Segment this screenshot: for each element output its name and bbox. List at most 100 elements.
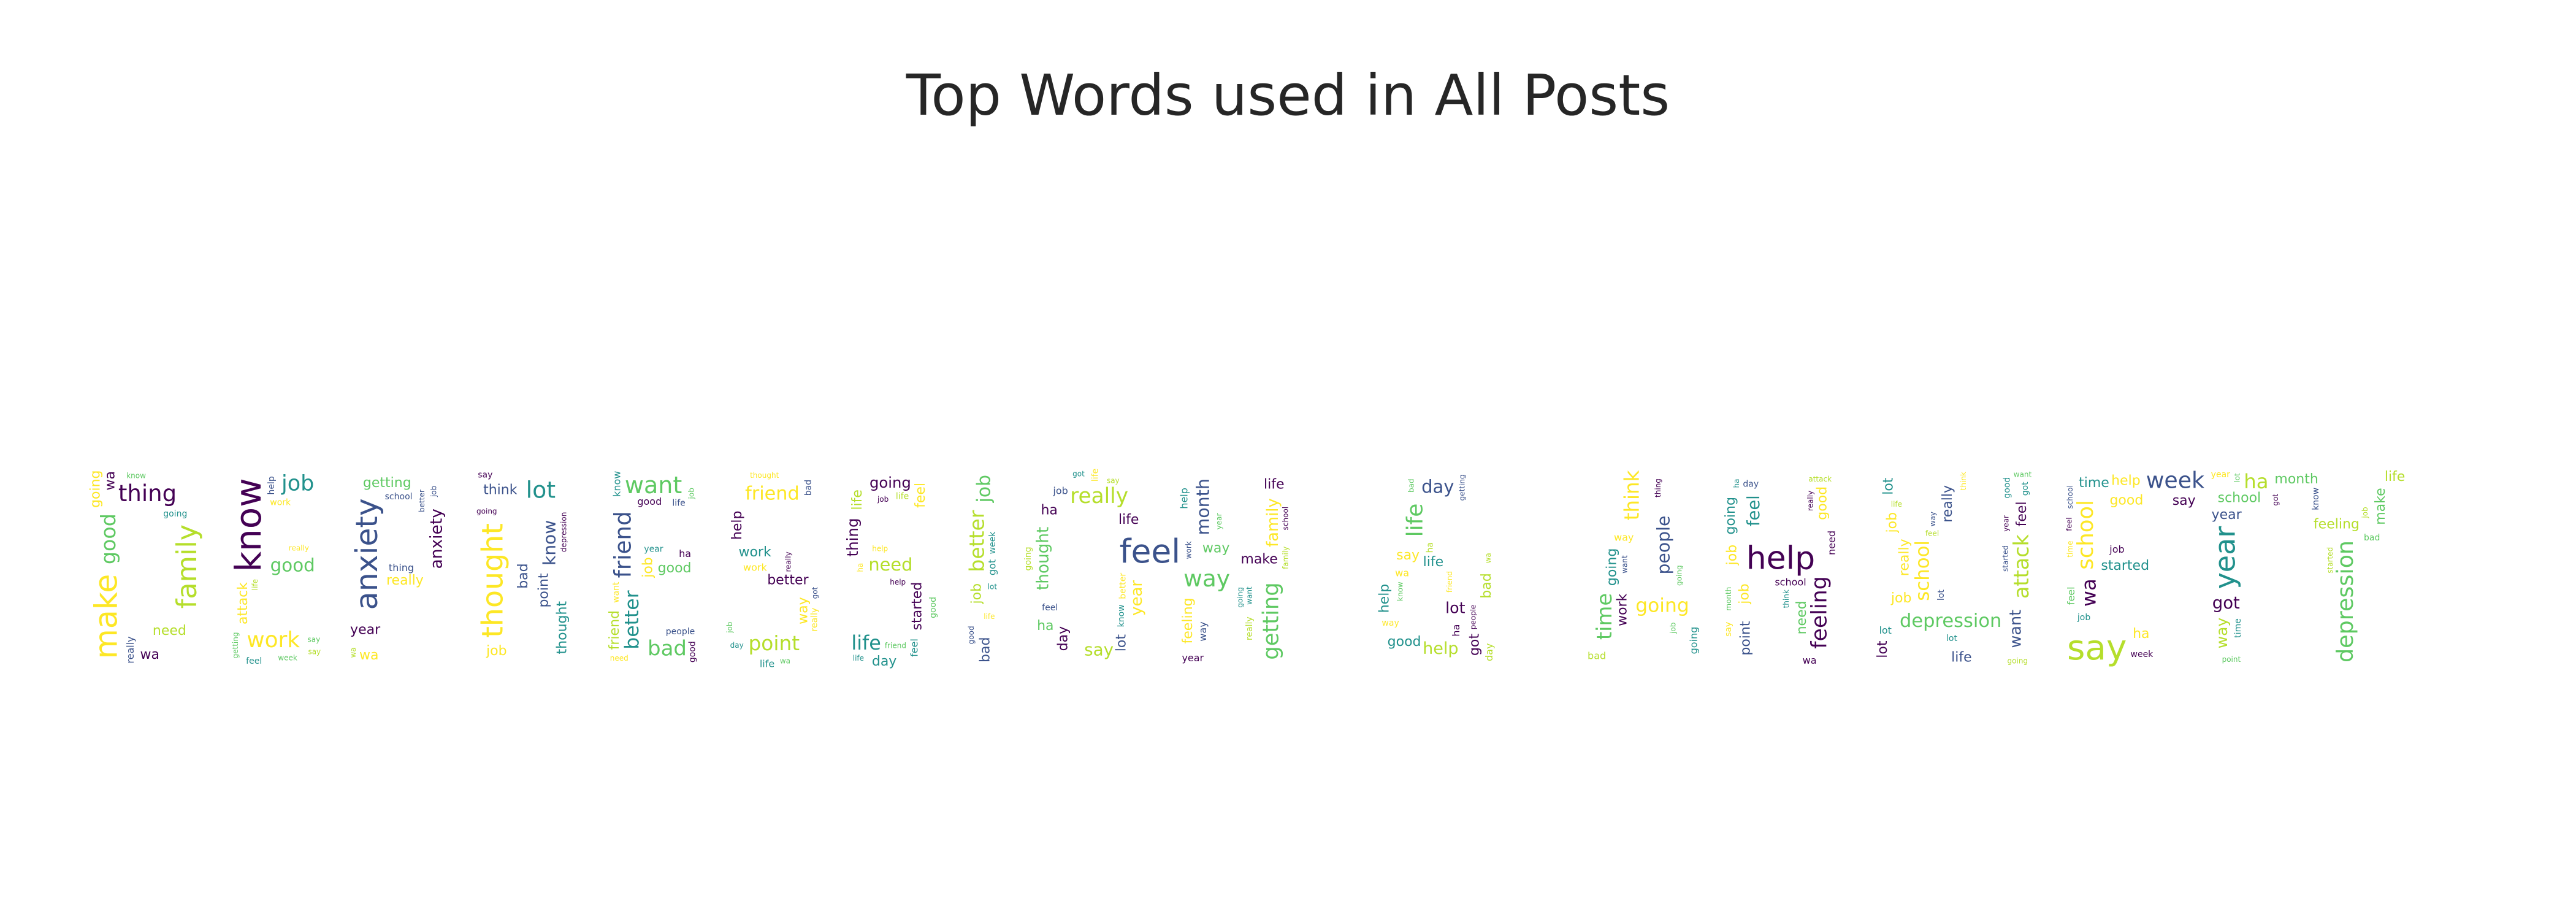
cloud-word: ha bbox=[2133, 626, 2149, 642]
cloud-word: life bbox=[896, 492, 909, 502]
cloud-word: ha bbox=[679, 548, 691, 559]
cloud-word: going bbox=[1604, 548, 1619, 586]
cloud-word: going bbox=[1023, 547, 1033, 570]
cloud-word: help bbox=[1423, 639, 1458, 658]
cloud-word: work bbox=[1185, 541, 1193, 559]
cloud-word: life bbox=[1951, 650, 1972, 666]
cloud-word: feeling bbox=[2314, 517, 2360, 532]
cloud-word: started bbox=[2326, 547, 2334, 574]
cloud-word: need bbox=[610, 654, 629, 662]
cloud-word: want bbox=[1245, 586, 1254, 605]
cloud-word: say bbox=[1396, 548, 1420, 563]
cloud-word: lot bbox=[1114, 634, 1129, 652]
cloud-word: help bbox=[872, 545, 888, 553]
cloud-word: ha bbox=[1425, 542, 1435, 553]
cloud-word: wa bbox=[780, 656, 790, 665]
cloud-word: wa bbox=[359, 648, 378, 663]
cloud-word: make bbox=[2373, 488, 2388, 524]
cloud-word: school bbox=[2073, 500, 2098, 570]
cloud-word: got bbox=[2212, 593, 2240, 613]
cloud-word: good bbox=[270, 555, 315, 575]
cloud-word: going bbox=[88, 470, 103, 507]
cloud-word: getting bbox=[1458, 474, 1466, 501]
cloud-word: really bbox=[784, 551, 792, 572]
cloud-word: attack bbox=[235, 582, 251, 624]
cloud-word: life bbox=[1091, 469, 1101, 482]
cloud-word: good bbox=[637, 496, 662, 507]
cloud-word: know bbox=[227, 478, 269, 572]
cloud-word: way bbox=[796, 597, 811, 624]
cloud-word: life bbox=[2385, 469, 2406, 485]
cloud-word: getting bbox=[1258, 582, 1283, 659]
cloud-word: know bbox=[126, 472, 146, 480]
cloud-word: thought bbox=[476, 523, 510, 638]
cloud-word: wa bbox=[1803, 655, 1817, 666]
cloud-word: need bbox=[868, 554, 912, 575]
cloud-word: week bbox=[2146, 467, 2204, 494]
cloud-word: lot bbox=[526, 476, 556, 503]
cloud-word: bad bbox=[1479, 573, 1494, 598]
cloud-word: job bbox=[1885, 512, 1900, 534]
cloud-word: job bbox=[486, 643, 507, 659]
cloud-word: work bbox=[270, 498, 291, 508]
cloud-word: say bbox=[1724, 622, 1733, 637]
cloud-word: help bbox=[1377, 584, 1393, 613]
cloud-word: school bbox=[1775, 577, 1806, 588]
cloud-word: lot bbox=[1879, 624, 1892, 636]
cloud-word: life bbox=[1264, 477, 1285, 493]
cloud-word: point bbox=[2222, 655, 2241, 664]
cloud-word: make bbox=[88, 574, 124, 659]
cloud-word: wa bbox=[140, 647, 159, 662]
cloud-word: feel bbox=[2065, 586, 2077, 605]
cloud-word: good bbox=[687, 641, 697, 662]
cloud-word: bad bbox=[1588, 650, 1606, 662]
cloud-word: day bbox=[872, 654, 896, 669]
cloud-word: week bbox=[2131, 650, 2154, 659]
cloud-word: way bbox=[1183, 565, 1230, 592]
cloud-word: work bbox=[738, 545, 771, 560]
cloud-word: job bbox=[281, 472, 314, 496]
cloud-word: friend bbox=[607, 610, 622, 650]
cloud-word: want bbox=[611, 582, 621, 603]
cloud-word: bad bbox=[804, 480, 814, 496]
cloud-word: point bbox=[748, 632, 800, 655]
cloud-word: started bbox=[2001, 545, 2010, 572]
cloud-word: got bbox=[2271, 494, 2280, 506]
cloud-word: bad bbox=[648, 637, 687, 661]
cloud-word: week bbox=[278, 654, 297, 662]
cloud-word: thing bbox=[844, 518, 862, 556]
cloud-word: people bbox=[1654, 516, 1674, 575]
cloud-word: wa bbox=[1395, 567, 1409, 579]
cloud-word: year bbox=[2211, 470, 2230, 480]
cloud-word: thing bbox=[118, 480, 177, 507]
cloud-word: going bbox=[1236, 587, 1245, 608]
cloud-word: think bbox=[1959, 472, 1968, 490]
cloud-word: feel bbox=[1925, 529, 1939, 537]
cloud-word: feeling bbox=[1180, 598, 1196, 644]
cloud-word: bad bbox=[978, 637, 993, 662]
cloud-word: ha bbox=[1037, 618, 1053, 634]
cloud-word: family bbox=[1264, 498, 1282, 547]
cloud-word: lot bbox=[1445, 599, 1466, 616]
cloud-word: time bbox=[1592, 593, 1616, 640]
cloud-word: friend bbox=[610, 511, 636, 578]
cloud-word: school bbox=[385, 492, 413, 502]
cloud-word: life bbox=[760, 658, 774, 670]
cloud-word: ha bbox=[1041, 502, 1057, 518]
cloud-word: attack bbox=[2009, 534, 2033, 599]
cloud-word: way bbox=[1197, 621, 1209, 641]
cloud-word: people bbox=[1469, 605, 1478, 630]
cloud-word: school bbox=[1282, 507, 1290, 530]
cloud-word: really bbox=[1245, 616, 1255, 640]
cloud-word: say bbox=[308, 635, 321, 644]
cloud-word: got bbox=[811, 586, 819, 599]
cloud-word: good bbox=[967, 626, 976, 644]
cloud-word: really bbox=[124, 636, 136, 663]
cloud-word: going bbox=[1675, 565, 1683, 586]
cloud-word: wa bbox=[1484, 553, 1492, 563]
cloud-word: friend bbox=[745, 483, 800, 504]
cloud-word: time bbox=[2079, 475, 2109, 491]
cloud-word: job bbox=[687, 488, 696, 499]
cloud-word: know bbox=[2311, 488, 2321, 510]
cloud-word: job bbox=[641, 557, 656, 578]
